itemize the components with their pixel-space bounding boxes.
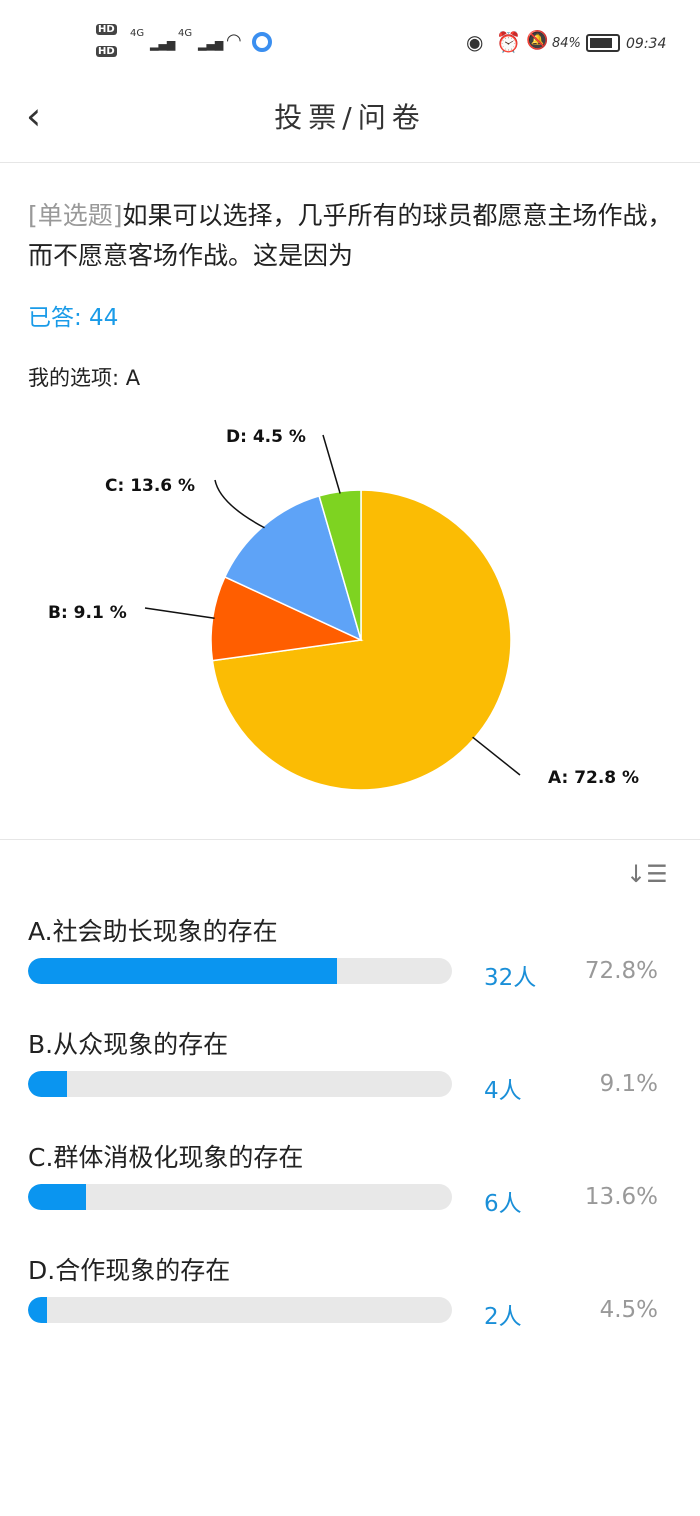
option-label: B.从众现象的存在 bbox=[28, 1030, 229, 1059]
option-progress-fill bbox=[28, 958, 337, 984]
bell-off-icon: 🔕 bbox=[526, 30, 549, 51]
pie-leader-line bbox=[322, 434, 341, 494]
my-choice: 我的选项: A bbox=[28, 366, 141, 390]
pie-chart bbox=[144, 434, 521, 791]
option-progress-fill bbox=[28, 1071, 67, 1097]
pie-label: C: 13.6 % bbox=[105, 476, 196, 496]
pie-label: D: 4.5 % bbox=[226, 427, 306, 447]
battery-icon bbox=[586, 34, 620, 52]
option-percent: 72.8% bbox=[584, 958, 658, 984]
option-count[interactable]: 2人 bbox=[484, 1304, 522, 1330]
option-count[interactable]: 4人 bbox=[484, 1078, 522, 1104]
network1-label: 4G bbox=[130, 28, 145, 39]
option-label: A.社会助长现象的存在 bbox=[28, 917, 278, 946]
option-progress-bar bbox=[28, 1184, 452, 1210]
option-count[interactable]: 32人 bbox=[484, 965, 537, 991]
eye-icon: ◉ bbox=[466, 30, 484, 54]
status-bar: HD HD 4G ▂▄▆ 4G ▂▄▆ ◠ ◉ ⏰ 🔕 84% 09:34 bbox=[96, 24, 676, 64]
question-type-tag: [单选题] bbox=[28, 201, 123, 230]
network2-label: 4G bbox=[178, 28, 193, 39]
sim2-badge: HD bbox=[96, 46, 117, 57]
option-percent: 9.1% bbox=[599, 1071, 658, 1097]
wifi-icon: ◠ bbox=[226, 30, 242, 51]
pie-leader-line bbox=[472, 736, 521, 776]
page-title: 投票/问卷 bbox=[274, 101, 426, 134]
sort-button[interactable]: ↓☰ bbox=[626, 860, 668, 888]
option-progress-fill bbox=[28, 1184, 86, 1210]
header-divider bbox=[0, 162, 700, 163]
back-button[interactable]: ‹ bbox=[26, 96, 41, 136]
option-label: D.合作现象的存在 bbox=[28, 1256, 231, 1285]
signal-icon: ▂▄▆ bbox=[150, 38, 176, 51]
sort-icon: ↓☰ bbox=[626, 860, 668, 888]
section-divider bbox=[0, 839, 700, 840]
battery-percent: 84% bbox=[552, 36, 581, 51]
option-label: C.群体消极化现象的存在 bbox=[28, 1143, 304, 1172]
option-percent: 13.6% bbox=[584, 1184, 658, 1210]
pie-leader-line bbox=[144, 607, 215, 619]
option-percent: 4.5% bbox=[599, 1297, 658, 1323]
option-progress-bar bbox=[28, 1297, 452, 1323]
sim1-badge: HD bbox=[96, 24, 117, 35]
pie-leader-line bbox=[214, 479, 265, 529]
app-notification-icon bbox=[252, 32, 272, 52]
question-text: [单选题]如果可以选择，几乎所有的球员都愿意主场作战，而不愿意客场作战。这是因为 bbox=[28, 196, 678, 276]
signal-icon: ▂▄▆ bbox=[198, 38, 224, 51]
alarm-icon: ⏰ bbox=[496, 30, 521, 54]
chevron-left-icon: ‹ bbox=[26, 94, 42, 138]
pie-label: A: 72.8 % bbox=[548, 768, 640, 788]
clock: 09:34 bbox=[626, 36, 667, 52]
option-progress-fill bbox=[28, 1297, 48, 1323]
option-count[interactable]: 6人 bbox=[484, 1191, 522, 1217]
option-progress-bar bbox=[28, 1071, 452, 1097]
option-progress-bar bbox=[28, 958, 452, 984]
answered-count: 已答: 44 bbox=[28, 305, 119, 331]
question-body: 如果可以选择，几乎所有的球员都愿意主场作战，而不愿意客场作战。这是因为 bbox=[28, 201, 673, 270]
pie-label: B: 9.1 % bbox=[48, 603, 127, 623]
